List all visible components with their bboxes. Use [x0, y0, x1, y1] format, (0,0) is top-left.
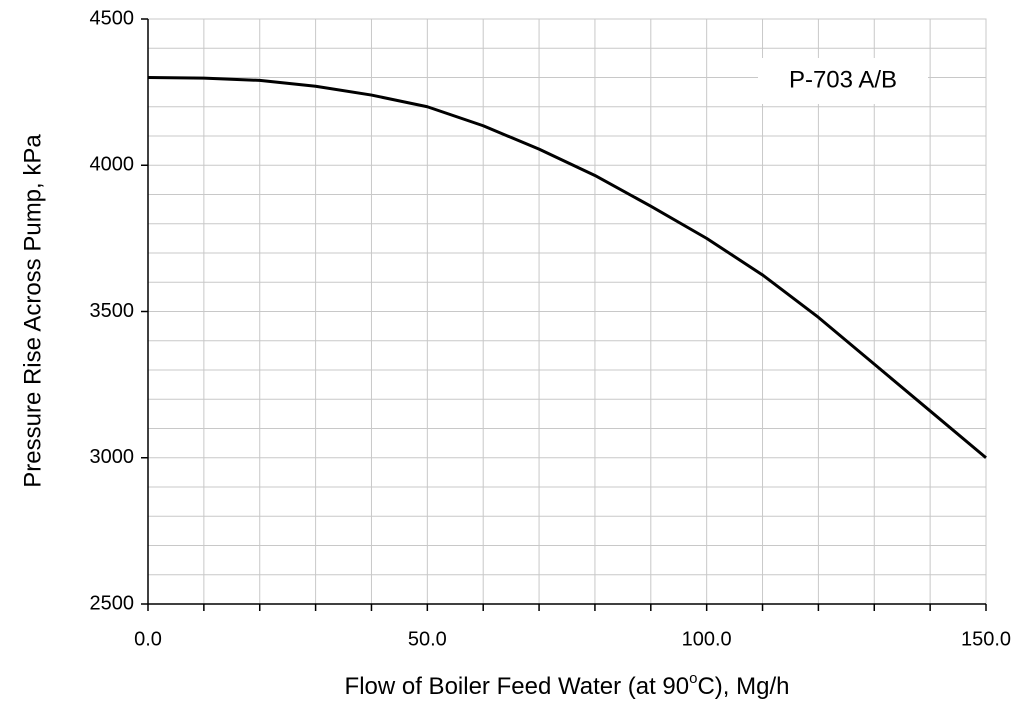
- annotation: P-703 A/B: [789, 66, 897, 93]
- x-tick-label: 0.0: [134, 628, 162, 650]
- y-tick-label: 4500: [90, 7, 135, 29]
- y-tick-label: 3500: [90, 300, 135, 322]
- y-axis-label: Pressure Rise Across Pump, kPa: [19, 134, 46, 488]
- x-axis-label: Flow of Boiler Feed Water (at 90oC), Mg/…: [345, 670, 790, 700]
- x-tick-label: 100.0: [682, 628, 732, 650]
- curve: [147, 76, 987, 459]
- x-label-part: Flow of Boiler Feed Water (at 90: [345, 673, 690, 700]
- y-tick-label: 2500: [90, 592, 135, 614]
- x-label-superscript: o: [689, 670, 697, 687]
- x-label-part: C), Mg/h: [697, 673, 789, 700]
- x-tick-label: 150.0: [961, 628, 1011, 650]
- x-tick-label: 50.0: [408, 628, 447, 650]
- annotation-box: [758, 58, 928, 104]
- y-tick-label: 3000: [90, 446, 135, 468]
- y-tick-label: 4000: [90, 154, 135, 176]
